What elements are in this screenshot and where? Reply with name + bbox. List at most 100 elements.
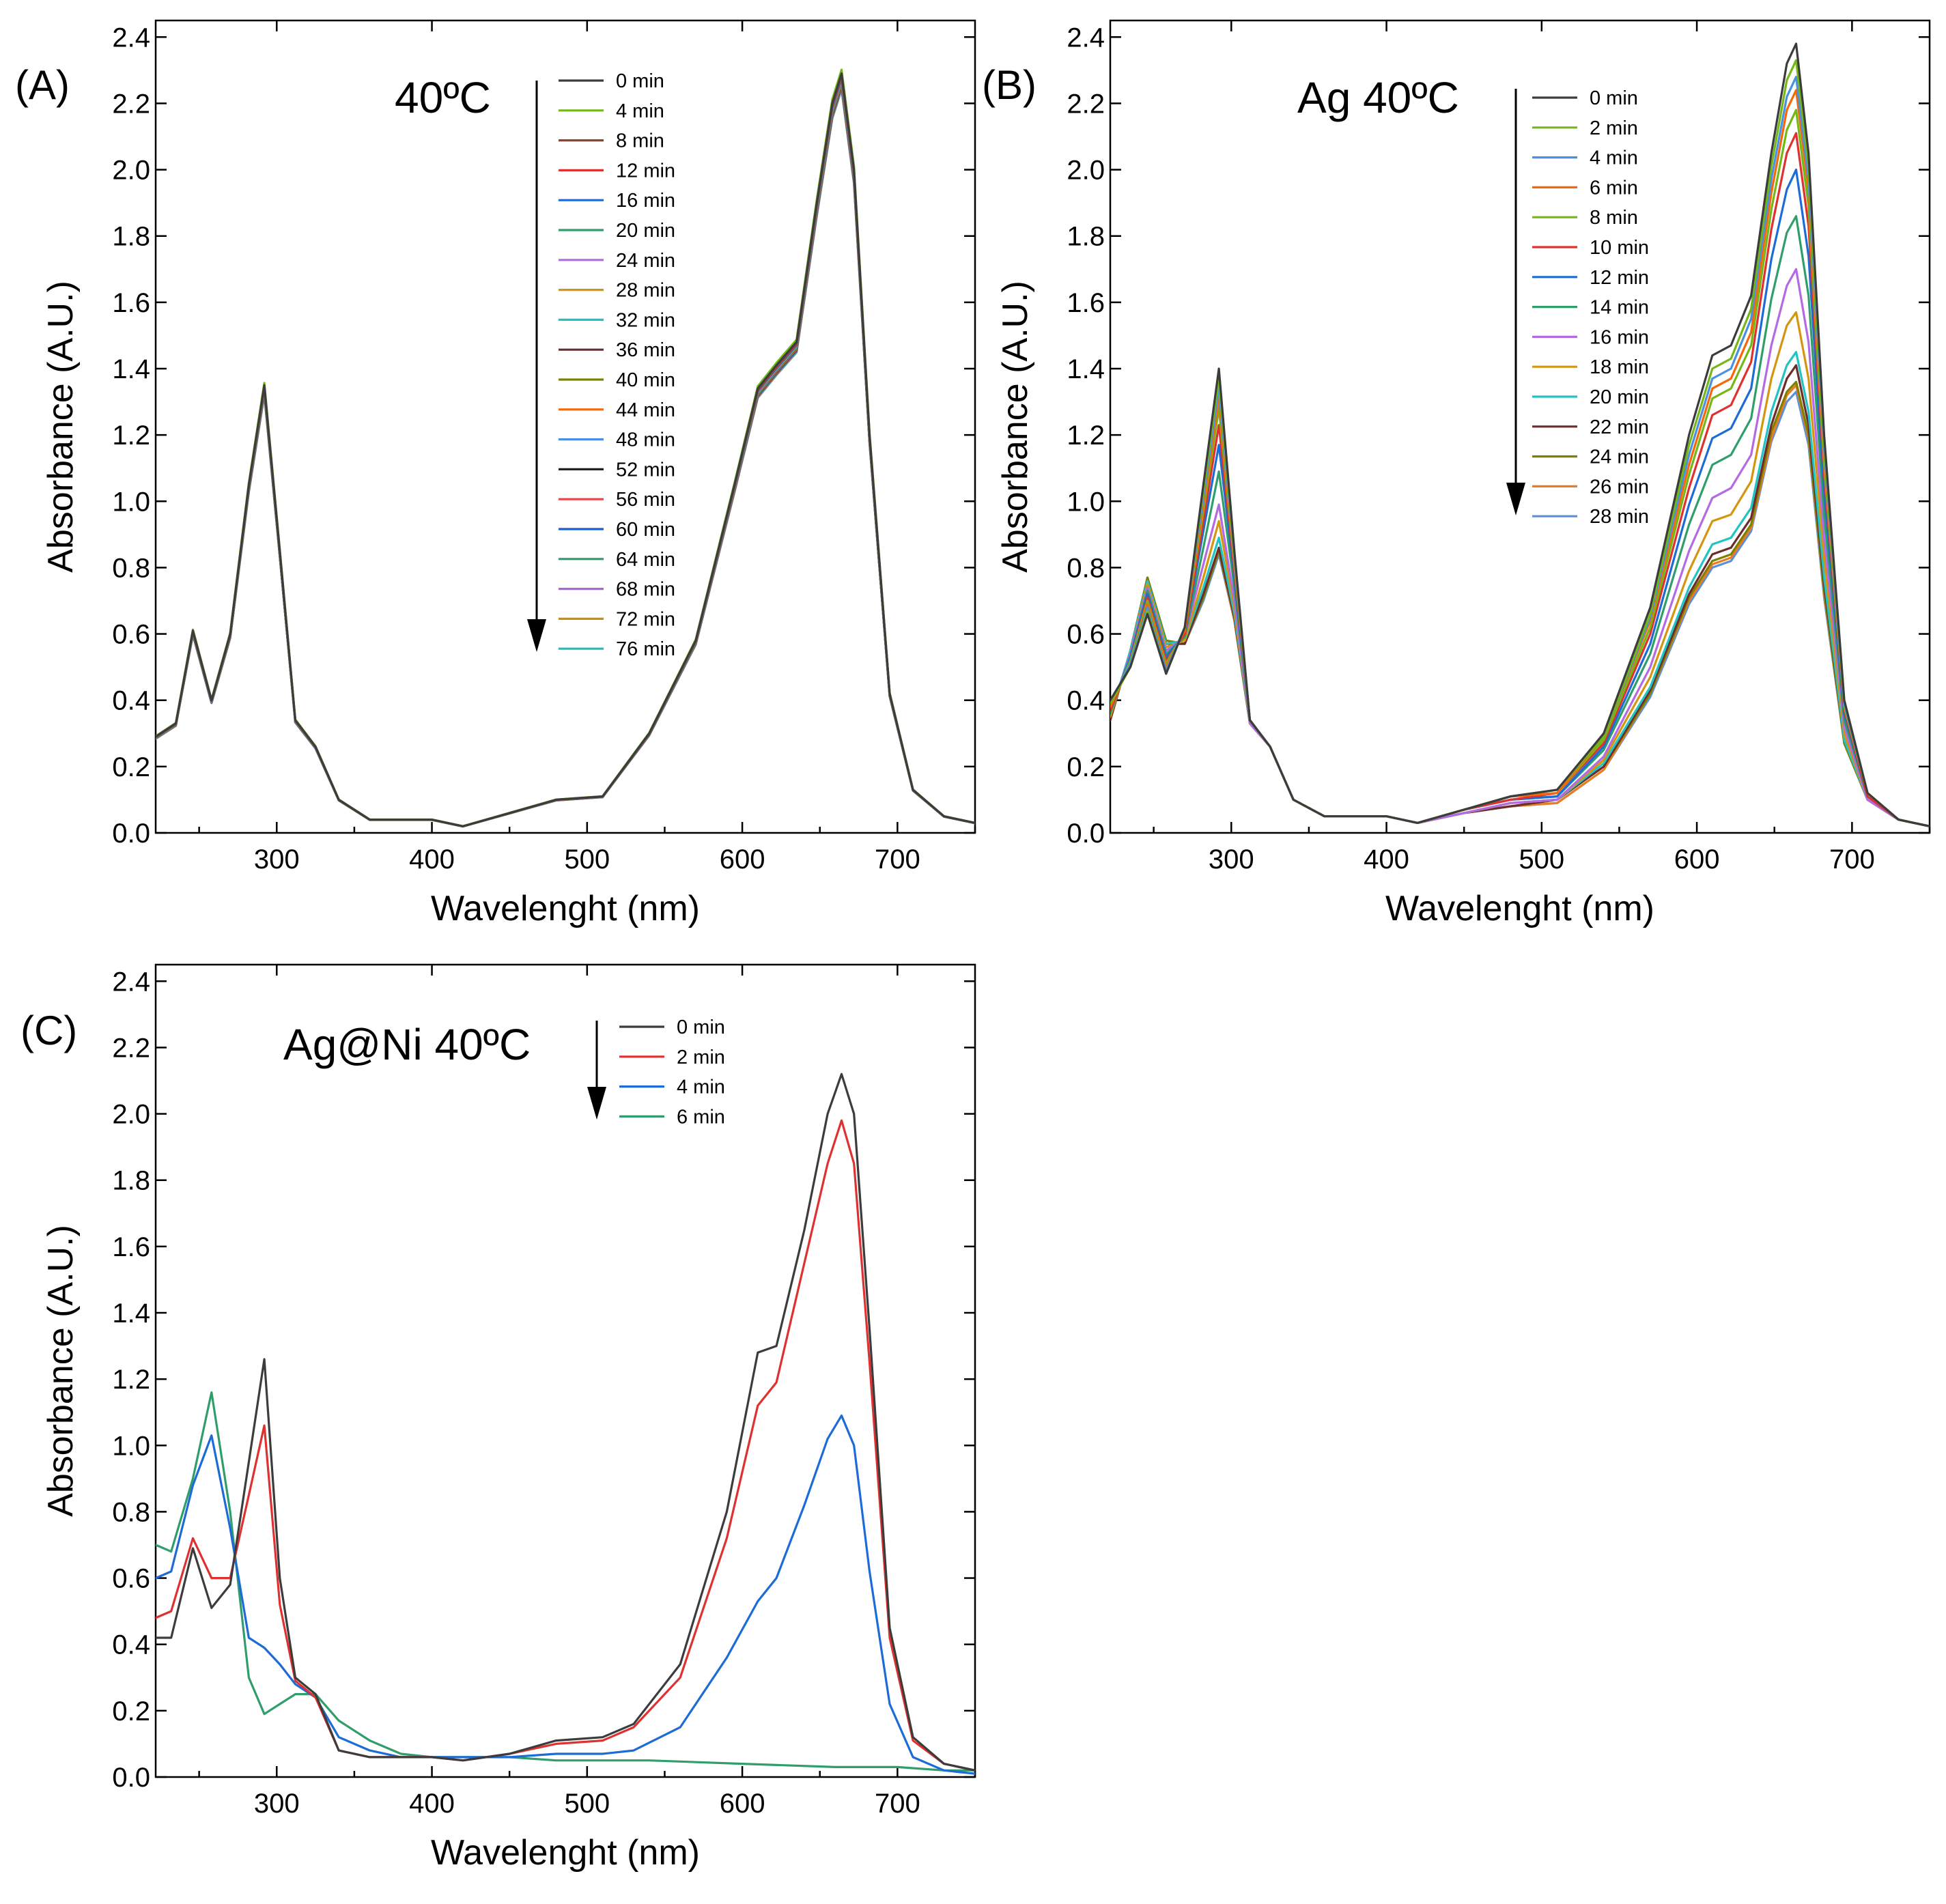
x-tick-label: 700 [875,1789,920,1819]
legend-entry: 8 min [1590,207,1638,229]
y-tick-label: 1.0 [112,487,150,517]
series-line-16-min [156,76,975,827]
y-tick-label: 0.0 [112,1763,150,1793]
legend-entry: 56 min [616,489,675,511]
x-tick-label: 600 [720,844,765,875]
legend-entry: 14 min [1590,297,1649,319]
series-line-22-min [1110,364,1930,827]
y-tick-label: 0.2 [1067,752,1105,782]
legend-entry: 26 min [1590,476,1649,498]
series-line-6-min [156,1391,975,1772]
legend-entry: 28 min [616,280,675,302]
trend-arrow-head [587,1087,606,1120]
panel-a: 300 400 500 600 700 0.0 0.2 0.4 0.6 0.8 1.0 1.2 1.4 1… [15,19,976,928]
y-axis-title: Absorbance (A.U.) [41,281,81,573]
y-tick-label: 0.0 [1067,819,1105,849]
series-line-20-min [156,77,975,828]
panel-letter: (A) [15,62,70,108]
legend-entry: 48 min [616,429,675,451]
series-line-60-min [156,85,975,828]
condition-label: 40ºC [395,73,491,122]
series-line-44-min [156,82,975,828]
legend-entry: 6 min [677,1106,725,1128]
y-tick-label: 2.2 [1067,89,1105,119]
legend-entry: 18 min [1590,356,1649,378]
trend-arrow-head [527,619,546,652]
y-tick-label: 0.4 [1067,686,1105,716]
y-tick-label: 1.4 [112,1298,150,1328]
legend-entry: 0 min [677,1017,725,1038]
y-tick-label: 0.8 [112,1497,150,1527]
series-line-12-min [156,75,975,827]
legend-entry: 36 min [616,339,675,361]
panel-b: 300 400 500 600 700 0.0 0.2 0.4 0.6 0.8 1.0 1.2 1.4 1… [982,19,1931,928]
y-tick-label: 0.8 [1067,553,1105,583]
series-line-48-min [156,83,975,828]
y-tick-label: 1.8 [112,222,150,252]
series-line-10-min [1110,132,1930,827]
legend-entry: 8 min [616,130,664,152]
series-line-28-min [156,79,975,828]
plot-frame [1109,19,1931,834]
y-tick-label: 1.6 [112,1232,150,1262]
legend-entry: 72 min [616,608,675,630]
series-line-32-min [156,80,975,828]
legend-entry: 24 min [616,250,675,272]
series-line-56-min [156,84,975,828]
x-tick-label: 300 [254,844,300,875]
legend-entry: 4 min [1590,147,1638,169]
legend-entry: 12 min [1590,267,1649,289]
x-tick-label: 400 [409,844,455,875]
y-tick-label: 2.0 [1067,156,1105,186]
legend-entry: 6 min [1590,177,1638,199]
x-axis-title: Wavelenght (nm) [1385,889,1654,928]
series-line-52-min [156,83,975,828]
y-tick-label: 0.4 [112,1630,150,1660]
condition-label: Ag@Ni 40ºC [283,1020,531,1069]
y-tick-label: 2.0 [112,156,150,186]
x-tick-label: 700 [875,844,920,875]
series-line-40-min [156,81,975,828]
y-tick-label: 2.4 [112,967,150,997]
x-tick-label: 500 [1519,844,1564,875]
legend-entry: 52 min [616,459,675,481]
series-line-68-min [156,87,975,828]
legend-entry: 2 min [677,1047,725,1068]
series-line-4-min [156,68,975,827]
legend-entry: 20 min [616,220,675,242]
series-line-6-min [1110,89,1930,827]
y-tick-label: 2.4 [112,23,150,53]
y-axis-title: Absorbance (A.U.) [41,1225,81,1517]
x-tick-label: 400 [1364,844,1409,875]
series-line-0-min [156,1072,975,1772]
y-tick-label: 2.0 [112,1100,150,1130]
panel-c: 300 400 500 600 700 0.0 0.2 0.4 0.6 0.8 1.0 1.2 1.4 1… [20,963,976,1873]
y-tick-label: 1.6 [112,288,150,318]
y-tick-label: 1.2 [112,1365,150,1395]
x-tick-label: 700 [1829,844,1875,875]
legend-entry: 40 min [616,369,675,391]
legend-entry: 16 min [1590,326,1649,348]
y-tick-label: 2.2 [112,89,150,119]
condition-label: Ag 40ºC [1297,73,1459,122]
y-tick-label: 1.0 [1067,487,1105,517]
y-tick-label: 0.6 [1067,620,1105,650]
legend-entry: 2 min [1590,117,1638,139]
series-group [156,68,975,828]
trend-arrow-head [1506,483,1525,515]
legend-entry: 0 min [1590,87,1638,109]
legend-entry: 4 min [677,1077,725,1098]
legend-entry: 12 min [616,160,675,182]
x-tick-label: 600 [720,1789,765,1819]
x-tick-label: 500 [564,844,610,875]
legend-entry: 10 min [1590,237,1649,259]
plot-frame [154,963,976,1778]
legend-entry: 24 min [1590,446,1649,468]
legend-entry: 22 min [1590,416,1649,438]
series-line-24-min [156,78,975,828]
legend-entry: 64 min [616,549,675,571]
y-tick-label: 0.2 [112,1696,150,1727]
x-tick-label: 600 [1674,844,1720,875]
x-tick-label: 400 [409,1789,455,1819]
